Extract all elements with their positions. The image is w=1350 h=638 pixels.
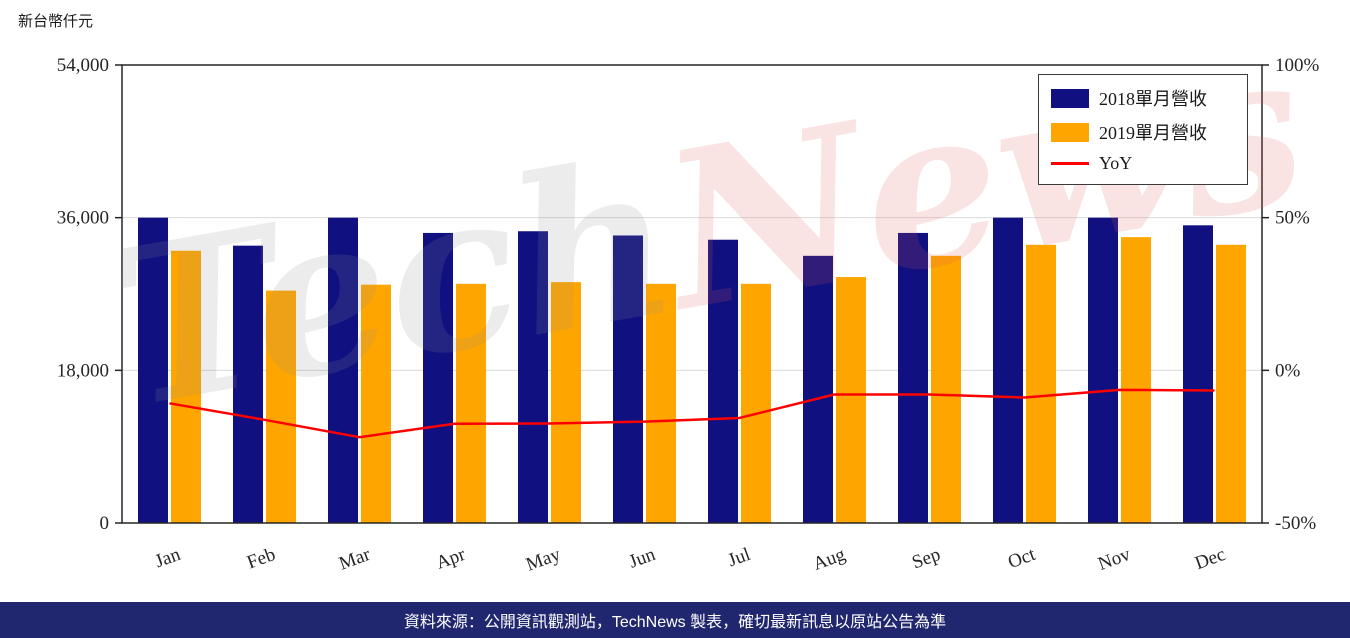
- x-tick-label-Nov: Nov: [1095, 544, 1133, 575]
- right-tick-label--50: -50%: [1275, 513, 1316, 534]
- left-tick-label-36000: 36,000: [57, 208, 109, 229]
- x-tick-label-Mar: Mar: [336, 544, 374, 575]
- bar-2019-Nov: [1121, 237, 1151, 523]
- bar-2018-Jun: [613, 235, 643, 523]
- x-tick-label-May: May: [523, 544, 563, 576]
- bar-2019-Jan: [171, 250, 201, 523]
- bar-2018-Jul: [708, 239, 738, 524]
- left-tick-label-0: 0: [100, 513, 110, 534]
- bar-2018-Mar: [328, 217, 358, 523]
- footer-text: 資料來源：公開資訊觀測站，TechNews 製表，確切最新訊息以原站公告為準: [403, 614, 947, 631]
- legend-label-yoy: YoY: [1099, 153, 1133, 173]
- right-tick-label-0: 0%: [1275, 360, 1301, 381]
- axis-unit-label: 新台幣仟元: [18, 13, 94, 30]
- yoy-line: [169, 388, 1215, 439]
- bar-2019-Dec: [1216, 244, 1246, 523]
- bar-2019-May: [551, 282, 581, 523]
- x-tick-label-Feb: Feb: [244, 544, 278, 573]
- bar-2019-Jul: [741, 283, 771, 523]
- bar-2019-Oct: [1026, 244, 1056, 523]
- legend-label-2018: 2018單月營收: [1099, 89, 1207, 109]
- bar-2018-Oct: [993, 217, 1023, 523]
- bar-2018-Sep: [898, 232, 928, 523]
- right-tick-label-50: 50%: [1275, 208, 1310, 229]
- x-tick-label-Sep: Sep: [909, 544, 943, 573]
- legend-swatch-2018: [1051, 88, 1089, 108]
- bar-2019-Sep: [931, 255, 961, 524]
- bar-2018-Jan: [138, 217, 168, 523]
- bar-2018-Nov: [1088, 217, 1118, 523]
- x-tick-label-Jul: Jul: [725, 544, 753, 571]
- x-tick-label-Apr: Apr: [433, 544, 469, 574]
- bar-2018-Feb: [233, 245, 263, 523]
- x-tick-label-Jun: Jun: [626, 544, 658, 573]
- x-tick-label-Jan: Jan: [152, 544, 183, 573]
- revenue-chart: Jan Feb Mar Apr May Jun Jul Aug Sep Oct Nov Dec 0 18,…: [57, 55, 1320, 576]
- bar-2019-Mar: [361, 284, 391, 523]
- bar-2019-Feb: [266, 290, 296, 523]
- x-tick-label-Oct: Oct: [1005, 544, 1039, 573]
- left-tick-label-18000: 18,000: [57, 360, 109, 381]
- right-tick-label-100: 100%: [1275, 55, 1320, 76]
- legend-item-yoy: YoY: [1051, 153, 1233, 174]
- left-tick-label-54000: 54,000: [57, 55, 109, 76]
- legend-swatch-2019: [1051, 122, 1089, 142]
- chart-legend: 2018單月營收 2019單月營收 YoY: [1038, 74, 1248, 185]
- bar-2018-Apr: [423, 232, 453, 523]
- legend-item-2019: 2019單月營收: [1051, 119, 1233, 145]
- footer-bar: 資料來源：公開資訊觀測站，TechNews 製表，確切最新訊息以原站公告為準: [0, 602, 1350, 638]
- bar-2018-Aug: [803, 255, 833, 524]
- bar-2018-Dec: [1183, 225, 1213, 524]
- x-tick-label-Dec: Dec: [1192, 544, 1228, 574]
- bar-2019-Apr: [456, 283, 486, 523]
- legend-item-2018: 2018單月營收: [1051, 85, 1233, 111]
- plot-border: [121, 64, 1263, 524]
- bar-2019-Jun: [646, 283, 676, 523]
- x-tick-label-Aug: Aug: [810, 544, 848, 575]
- legend-label-2019: 2019單月營收: [1099, 123, 1207, 143]
- legend-line-yoy: [1051, 162, 1089, 165]
- bar-2018-May: [518, 231, 548, 523]
- bar-2019-Aug: [836, 277, 866, 523]
